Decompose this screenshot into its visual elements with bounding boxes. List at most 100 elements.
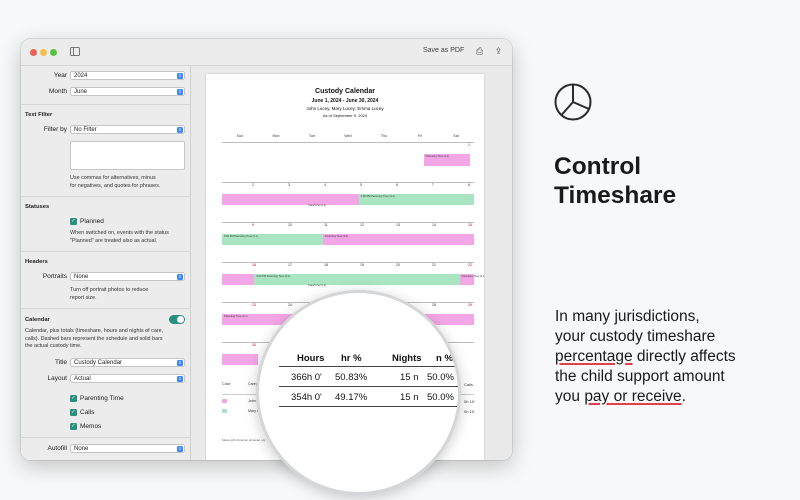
calendar-note: Calendar, plus totals (timeshare, hours …	[25, 328, 190, 351]
custody-bar-label: Parenting Time (3.1)	[324, 235, 349, 238]
custody-bar	[222, 234, 323, 245]
day-number: 29	[468, 303, 472, 307]
hours-percent-header: hr %	[341, 353, 362, 364]
parenting-time-label: Parenting Time	[80, 395, 124, 402]
weekday-label: Tue	[308, 134, 316, 138]
day-number: 17	[288, 263, 292, 267]
nights-percent-value: 50.0%	[427, 372, 454, 383]
custody-bar-label: Parenting Time (3.1)	[461, 275, 484, 278]
underlined-phrase: pay or receive	[584, 388, 682, 405]
chevron-updown-icon: ⇕	[177, 446, 183, 452]
parenting-time-checkbox[interactable]: ✓	[70, 395, 77, 402]
filter-note-line: Use commas for alternatives, minus	[70, 175, 156, 181]
chevron-updown-icon: ⇕	[177, 360, 183, 366]
layout-select[interactable]: Actual ⇕	[70, 374, 185, 383]
text-filter-heading: Text Filter	[25, 112, 53, 118]
custody-bar-label: Parenting Time (3.1)	[224, 315, 248, 318]
day-number: 1	[468, 143, 470, 147]
day-number: 21	[432, 263, 436, 267]
week-row	[222, 262, 474, 263]
calendar-note-line: Calendar, plus totals (timeshare, hours …	[25, 328, 164, 334]
close-window-button[interactable]	[30, 49, 37, 56]
calendar-toggle[interactable]	[169, 315, 185, 324]
body-fragment: directly affects	[632, 348, 736, 365]
autofill-value: None	[74, 446, 89, 452]
minimize-window-button[interactable]	[40, 49, 47, 56]
report-date-range: June 1, 2024 - June 30, 2024	[311, 98, 379, 104]
portraits-select[interactable]: None ⇕	[70, 272, 185, 281]
table-rule	[279, 386, 458, 387]
nights-value: 15 n	[400, 392, 419, 403]
month-value: June	[74, 89, 88, 95]
title-label: Title	[54, 359, 67, 366]
day-number: 14	[432, 223, 436, 227]
marketing-body: In many jurisdictions, your custody time…	[555, 307, 795, 407]
custody-bar	[222, 354, 258, 365]
table-rule	[279, 406, 458, 407]
portraits-note-line: Turn off portrait photos to reduce	[70, 287, 149, 293]
filter-note-line: for negatives, and quotes for phrases.	[70, 182, 161, 189]
day-number: 4	[324, 183, 326, 187]
calls-label: Calls	[80, 409, 95, 416]
body-line: your custody timeshare	[555, 328, 716, 345]
month-label: Month	[48, 88, 67, 95]
zoom-window-button[interactable]	[50, 49, 57, 56]
memos-label: Memos	[80, 423, 102, 430]
portraits-label: Portraits	[42, 273, 67, 280]
week-row	[222, 222, 474, 223]
nights-percent-value: 50.0%	[427, 392, 454, 403]
planned-checkbox[interactable]: ✓	[70, 218, 77, 225]
year-select[interactable]: 2024 ⇕	[70, 71, 185, 80]
page-footer: Made with Almanac almanac.org	[222, 438, 266, 442]
year-label: Year	[53, 72, 67, 79]
calls-value: 0h 10'	[464, 409, 475, 414]
app-window: Save as PDF ⎙ ⇪ Year 2024 ⇕ Month June ⇕ T…	[21, 39, 512, 460]
day-number: 6	[396, 183, 398, 187]
calls-checkbox[interactable]: ✓	[70, 409, 77, 416]
weekday-label: Wed	[344, 134, 352, 138]
caregiver-color-swatch	[222, 399, 227, 403]
layout-value: Actual	[74, 376, 91, 382]
calendar-note-line: the actual custody time.	[25, 343, 82, 349]
sidebar-toggle-icon[interactable]	[70, 47, 80, 56]
month-select[interactable]: June ⇕	[70, 87, 185, 96]
day-number: 18	[324, 263, 328, 267]
layout-label: Layout	[47, 375, 67, 382]
print-icon[interactable]: ⎙	[475, 46, 484, 56]
chevron-updown-icon: ⇕	[177, 274, 183, 280]
body-line: the child support amount	[555, 368, 725, 385]
chevron-updown-icon: ⇕	[177, 73, 183, 79]
weekday-label: Mon	[272, 134, 280, 138]
filter-text-input[interactable]	[70, 141, 185, 170]
body-fragment: .	[681, 388, 686, 405]
statuses-note: When switched on, events with the status…	[70, 230, 190, 245]
share-icon[interactable]: ⇪	[494, 46, 503, 56]
call-marker-label: FaceTime (4.1)	[308, 204, 326, 207]
statuses-note-line: When switched on, events with the status	[70, 230, 169, 236]
custody-bar	[222, 274, 255, 285]
report-as-of: As of September 9, 2024	[322, 113, 368, 118]
day-number: 24	[288, 303, 292, 307]
portraits-note: Turn off portrait photos to reduce repor…	[70, 287, 190, 302]
pie-chart-icon	[554, 83, 592, 121]
autofill-select[interactable]: None ⇕	[70, 444, 185, 453]
year-value: 2024	[74, 73, 88, 79]
divider	[21, 251, 191, 252]
filter-by-label: Filter by	[43, 126, 67, 133]
filter-by-select[interactable]: No Filter ⇕	[70, 125, 185, 134]
custody-bar-label: 6:00 PM Parenting Time (3.1)	[224, 235, 258, 238]
title-select[interactable]: Custody Calendar ⇕	[70, 358, 185, 367]
report-title: Custody Calendar	[315, 88, 375, 95]
body-line: percentage directly affects	[555, 347, 795, 367]
weekday-label: Sun	[236, 134, 244, 138]
body-fragment: you	[555, 388, 585, 405]
chevron-updown-icon: ⇕	[177, 376, 183, 382]
hours-percent-value: 50.83%	[335, 372, 368, 383]
save-as-pdf-button[interactable]: Save as PDF	[423, 47, 465, 54]
hours-header: Hours	[297, 353, 325, 364]
memos-checkbox[interactable]: ✓	[70, 423, 77, 430]
calls-header: Calls	[464, 382, 473, 387]
report-parties: John Lucey, Mary Lucey; Emma Lucey	[306, 106, 384, 111]
filter-note: Use commas for alternatives, minus for n…	[70, 175, 190, 190]
day-number: 7	[432, 183, 434, 187]
